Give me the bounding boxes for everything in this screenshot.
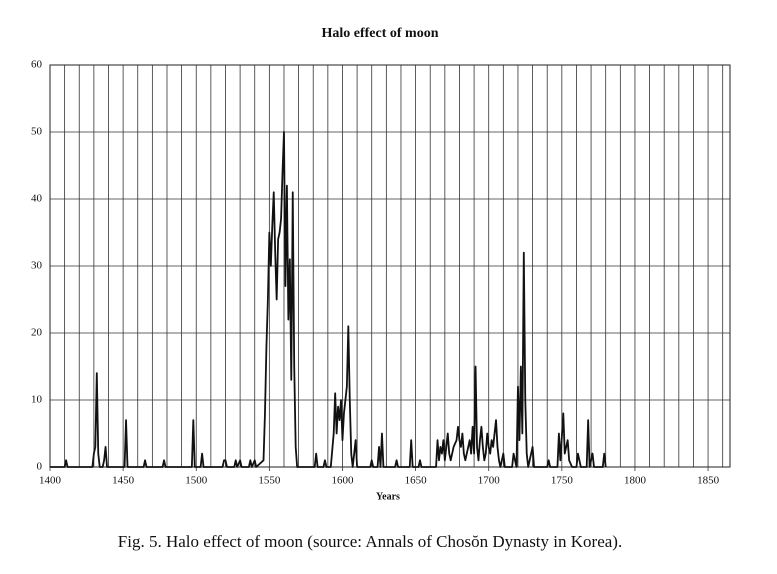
x-tick-label: 1650 [405,475,428,487]
x-tick-label: 1750 [551,475,574,487]
chart-title: Halo effect of moon [321,26,438,41]
y-tick-label: 0 [37,461,43,473]
y-tick-label: 30 [31,260,43,272]
x-tick-label: 1400 [39,475,62,487]
x-tick-label: 1550 [258,475,281,487]
data-line [50,131,607,468]
x-tick-label: 1600 [331,475,354,487]
y-tick-label: 50 [31,126,43,138]
y-tick-label: 60 [31,59,43,71]
x-axis-label: Years [376,491,400,502]
x-tick-label: 1800 [624,475,647,487]
x-tick-label: 1500 [185,475,208,487]
x-tick-label: 1700 [478,475,501,487]
x-tick-label: 1850 [697,475,720,487]
y-tick-label: 10 [31,394,43,406]
y-tick-label: 40 [31,193,43,205]
y-tick-label: 20 [31,327,43,339]
caption: Fig. 5. Halo effect of moon (source: Ann… [118,532,622,551]
x-tick-label: 1450 [112,475,135,487]
